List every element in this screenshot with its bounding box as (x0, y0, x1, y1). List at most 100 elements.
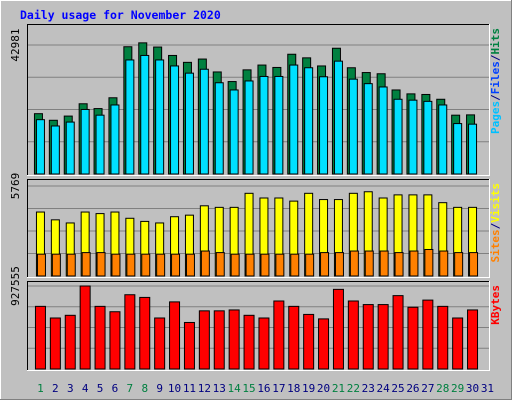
bar-files-day-24 (378, 86, 388, 175)
day-label-11: 11 (183, 382, 196, 395)
bar-sites-day-13 (215, 252, 225, 277)
bar-files-day-28 (438, 104, 448, 175)
day-label-31: 31 (481, 382, 494, 395)
day-label-15: 15 (242, 382, 255, 395)
bar-kbytes-day-27 (422, 299, 434, 370)
panel-max-label: 42981 (9, 28, 22, 61)
bar-sites-day-11 (185, 253, 195, 277)
legend-hits: Hits (489, 28, 502, 55)
bar-files-day-18 (289, 64, 299, 175)
bar-kbytes-day-28 (437, 305, 449, 370)
panel-max-label: 5769 (9, 173, 22, 200)
bar-files-day-15 (244, 80, 254, 175)
bar-sites-day-28 (439, 250, 449, 277)
bar-kbytes-day-5 (94, 305, 106, 370)
panel-legend: Pages/Files/Hits (489, 28, 502, 134)
bar-kbytes-day-13 (213, 310, 225, 370)
bar-sites-day-19 (305, 253, 315, 277)
bar-kbytes-day-14 (228, 309, 240, 370)
bar-kbytes-day-16 (258, 317, 270, 370)
bar-kbytes-day-22 (347, 300, 359, 370)
bar-kbytes-day-23 (362, 304, 374, 370)
bar-kbytes-day-9 (154, 317, 166, 370)
bar-sites-day-25 (394, 252, 404, 277)
bar-kbytes-day-21 (332, 288, 344, 370)
bar-sites-day-2 (51, 253, 61, 277)
bar-kbytes-day-24 (377, 304, 389, 370)
bar-kbytes-day-1 (34, 305, 46, 370)
bar-files-day-17 (274, 75, 284, 175)
panel-legend: KBytes (489, 285, 502, 325)
bar-sites-day-12 (200, 250, 210, 277)
bar-kbytes-day-7 (124, 294, 136, 370)
bar-sites-day-30 (469, 252, 479, 277)
day-label-30: 30 (466, 382, 479, 395)
bar-sites-day-26 (409, 250, 419, 277)
legend-slash: / (489, 222, 502, 229)
bar-files-day-2 (50, 125, 60, 175)
bar-kbytes-day-6 (109, 311, 121, 370)
bar-files-day-19 (304, 67, 314, 175)
bar-kbytes-day-11 (183, 321, 195, 370)
day-label-14: 14 (228, 382, 242, 395)
bar-kbytes-day-20 (318, 318, 330, 370)
bar-files-day-23 (363, 83, 373, 175)
day-label-26: 26 (406, 382, 419, 395)
bar-kbytes-day-17 (273, 300, 285, 370)
day-label-22: 22 (347, 382, 360, 395)
day-label-20: 20 (317, 382, 330, 395)
day-label-24: 24 (377, 382, 391, 395)
day-label-8: 8 (141, 382, 148, 395)
bar-sites-day-20 (320, 252, 330, 277)
bar-sites-day-10 (171, 253, 181, 277)
day-label-28: 28 (436, 382, 449, 395)
day-label-16: 16 (257, 382, 270, 395)
bar-sites-day-1 (36, 253, 46, 277)
bar-kbytes-day-2 (49, 317, 61, 370)
bar-files-day-27 (423, 100, 433, 175)
bar-kbytes-day-3 (64, 314, 76, 370)
chart-title: Daily usage for November 2020 (20, 8, 221, 22)
day-label-19: 19 (302, 382, 315, 395)
day-label-10: 10 (168, 382, 181, 395)
bar-files-day-3 (65, 121, 75, 175)
legend-pages: Pages (489, 101, 502, 134)
bar-files-day-8 (140, 54, 150, 175)
bar-files-day-7 (125, 59, 135, 175)
bar-sites-day-27 (424, 248, 434, 277)
bar-sites-day-17 (275, 253, 285, 277)
bar-sites-day-4 (81, 252, 91, 277)
panel-legend: Sites/Visits (489, 183, 502, 263)
bar-files-day-10 (170, 65, 180, 175)
day-label-25: 25 (391, 382, 404, 395)
legend-visits: Visits (489, 183, 502, 223)
bar-files-day-25 (393, 98, 403, 175)
bar-sites-day-21 (334, 252, 344, 277)
bar-files-day-20 (319, 76, 329, 175)
bar-kbytes-day-19 (303, 313, 315, 370)
bar-files-day-16 (259, 75, 269, 175)
bar-files-day-22 (348, 78, 358, 175)
bar-sites-day-22 (349, 250, 359, 277)
day-label-21: 21 (332, 382, 345, 395)
bar-kbytes-day-26 (407, 306, 419, 370)
bar-files-day-21 (333, 60, 343, 175)
day-label-12: 12 (198, 382, 211, 395)
day-label-9: 9 (156, 382, 163, 395)
bar-sites-day-16 (260, 253, 270, 277)
day-label-13: 13 (213, 382, 226, 395)
bar-sites-day-3 (66, 253, 76, 277)
day-label-4: 4 (82, 382, 89, 395)
day-label-2: 2 (52, 382, 59, 395)
bar-sites-day-15 (245, 253, 255, 277)
day-label-23: 23 (362, 382, 375, 395)
bar-files-day-4 (80, 108, 90, 175)
bar-sites-day-23 (364, 250, 374, 277)
bar-kbytes-day-18 (288, 305, 300, 370)
bar-files-day-26 (408, 99, 418, 175)
kbytes-panel: 927555 KBytes (9, 266, 502, 371)
day-label-5: 5 (97, 382, 104, 395)
bar-sites-day-29 (454, 252, 464, 277)
bar-kbytes-day-25 (392, 295, 404, 370)
